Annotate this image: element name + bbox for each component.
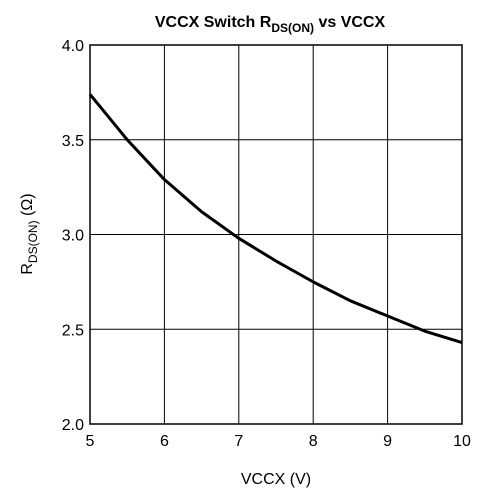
chart-title: VCCX Switch RDS(ON) vs VCCX [155,14,386,35]
x-tick-label: 10 [453,433,471,450]
y-label-sub: DS(ON) [26,220,40,263]
plot-frame [89,44,463,425]
y-label-main: R [19,263,36,275]
title-sub: DS(ON) [271,21,314,35]
y-tick-label: 3.5 [62,133,84,150]
title-tail: vs VCCX [314,14,385,31]
y-tick-label: 2.0 [62,417,84,434]
x-tick-label: 8 [309,433,318,450]
y-label-tail: (Ω) [19,193,36,220]
y-tick-label: 4.0 [62,38,84,55]
y-tick-label: 2.5 [62,322,84,339]
data-line [88,93,463,344]
x-tick-label: 6 [160,433,169,450]
x-tick-label: 7 [234,433,243,450]
y-tick-label: 3.0 [62,228,84,245]
y-axis-label: RDS(ON) (Ω) [19,193,40,274]
x-tick-label: 9 [383,433,392,450]
x-axis-label: VCCX (V) [241,471,311,488]
title-main: VCCX Switch R [155,14,272,31]
x-tick-label: 5 [86,433,95,450]
